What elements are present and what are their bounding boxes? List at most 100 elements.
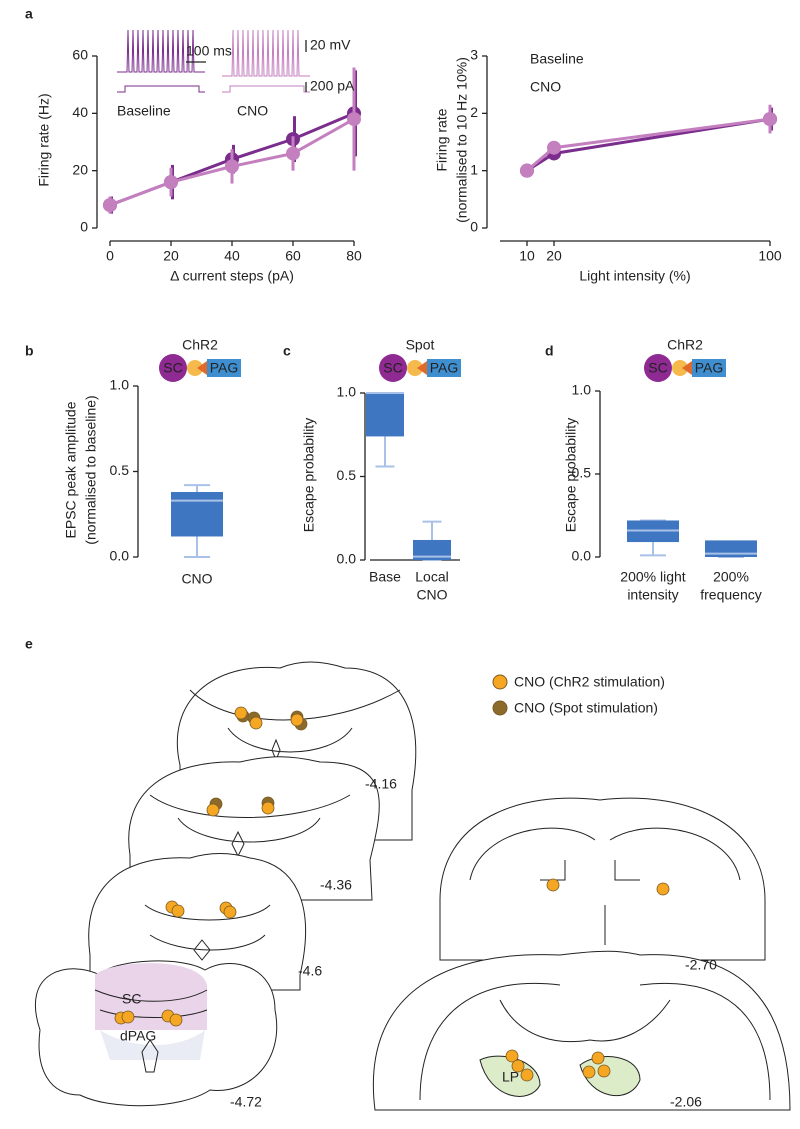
injection-dot	[546, 878, 560, 892]
legend-label: CNO	[237, 103, 268, 119]
panel-letter: b	[25, 343, 34, 359]
section-label: -4.16	[365, 776, 397, 792]
injection-dot	[582, 1065, 596, 1079]
y-tick-label: 0.5	[337, 467, 357, 483]
y-tick-label: 0.5	[572, 465, 592, 481]
panel-letter: c	[283, 343, 291, 359]
legend-dot	[492, 700, 508, 716]
schematic-label: PAG	[210, 360, 239, 376]
box	[366, 393, 404, 437]
category-label: Local	[415, 569, 448, 585]
schematic-label: ChR2	[182, 337, 218, 353]
y-axis-label: Escape probability	[301, 418, 317, 532]
schematic-label: SC	[163, 360, 182, 376]
section-outline	[439, 797, 766, 961]
y-tick-label: 0.0	[572, 548, 592, 564]
schematic-label: SC	[648, 360, 667, 376]
x-tick-label: 60	[285, 248, 301, 264]
point	[164, 175, 178, 190]
point	[763, 112, 777, 127]
point	[520, 163, 534, 178]
y-tick-label: 0.0	[110, 548, 130, 564]
schematic-label: PAG	[695, 360, 724, 376]
step-trace	[117, 85, 205, 93]
y-axis-label: Firing rate	[434, 108, 450, 171]
injection-dot	[121, 1010, 135, 1024]
pag-icon	[692, 359, 726, 377]
box	[413, 539, 451, 560]
injection-dot	[261, 801, 275, 815]
neuron-icon	[672, 360, 688, 376]
section-label: -2.06	[670, 1094, 702, 1110]
injection-dot	[520, 1068, 534, 1082]
dpag-region	[100, 1030, 205, 1060]
injection-dot	[234, 706, 248, 720]
x-tick-label: 100	[758, 248, 782, 264]
y-axis-label: Firing rate (Hz)	[36, 93, 52, 186]
annotation: 20 mV	[310, 37, 351, 53]
x-tick-label: 40	[224, 248, 240, 264]
y-tick-label: 60	[72, 47, 88, 63]
terminal-icon	[417, 361, 427, 375]
injection-dot	[591, 1051, 605, 1065]
x-tick-label: 10	[519, 248, 535, 264]
legend-label: CNO (ChR2 stimulation)	[514, 674, 665, 690]
legend-label: CNO (Spot stimulation)	[514, 700, 658, 716]
y-tick-label: 3	[470, 47, 478, 63]
category-label: 200% light	[620, 569, 685, 585]
injection-dot	[511, 1059, 525, 1073]
step-trace	[222, 85, 310, 93]
point	[547, 140, 561, 155]
legend-label: Baseline	[117, 103, 171, 119]
panel-letter: e	[25, 636, 33, 652]
category-label: frequency	[700, 587, 761, 603]
x-axis-label: Δ current steps (pA)	[170, 268, 294, 284]
pag-icon	[207, 359, 241, 377]
panel-letter: d	[545, 343, 554, 359]
point	[103, 198, 117, 213]
pag-icon	[427, 359, 461, 377]
injection-dot	[597, 1064, 611, 1078]
lp-region	[479, 1055, 541, 1097]
injection-dot	[206, 803, 220, 817]
category-label: intensity	[627, 587, 678, 603]
section-label: -4.36	[320, 877, 352, 893]
region-label: SC	[122, 991, 141, 1007]
section-outline	[88, 853, 307, 991]
terminal-icon	[682, 361, 692, 375]
section-outline	[372, 950, 791, 1111]
y-axis-label: (normalised to 10 Hz 10%)	[454, 57, 470, 223]
y-axis-label: (normalised to baseline)	[83, 395, 99, 544]
injection-dot	[249, 716, 263, 730]
schematic-label: SC	[383, 360, 402, 376]
legend-dot	[492, 674, 508, 690]
region-label: LP	[502, 1069, 519, 1085]
category-label: 200%	[713, 569, 749, 585]
injection-dot	[505, 1049, 519, 1063]
section-label: -4.6	[298, 963, 322, 979]
region-label: dPAG	[120, 1028, 156, 1044]
section-detail	[469, 827, 741, 945]
annotation: 200 pA	[310, 78, 355, 94]
y-axis-label: EPSC peak amplitude	[63, 401, 79, 538]
section-detail	[419, 982, 771, 1101]
series-line	[526, 117, 771, 172]
y-tick-label: 0.5	[110, 462, 130, 478]
legend-label: CNO	[530, 79, 561, 95]
y-tick-label: 0	[470, 219, 478, 235]
trace	[117, 29, 205, 73]
panel-letter: a	[25, 6, 33, 22]
legend-label: Baseline	[530, 51, 584, 67]
category-label: CNO	[181, 571, 212, 587]
y-tick-label: 1.0	[110, 377, 130, 393]
point	[225, 159, 239, 174]
injection-dot	[290, 713, 304, 727]
section-detail	[94, 989, 208, 1073]
annotation: 100 ms	[186, 43, 232, 59]
x-axis-label: Light intensity (%)	[579, 268, 690, 284]
x-tick-label: 80	[346, 248, 362, 264]
y-tick-label: 0	[80, 219, 88, 235]
terminal-icon	[197, 361, 207, 375]
injection-dot	[169, 1013, 183, 1027]
